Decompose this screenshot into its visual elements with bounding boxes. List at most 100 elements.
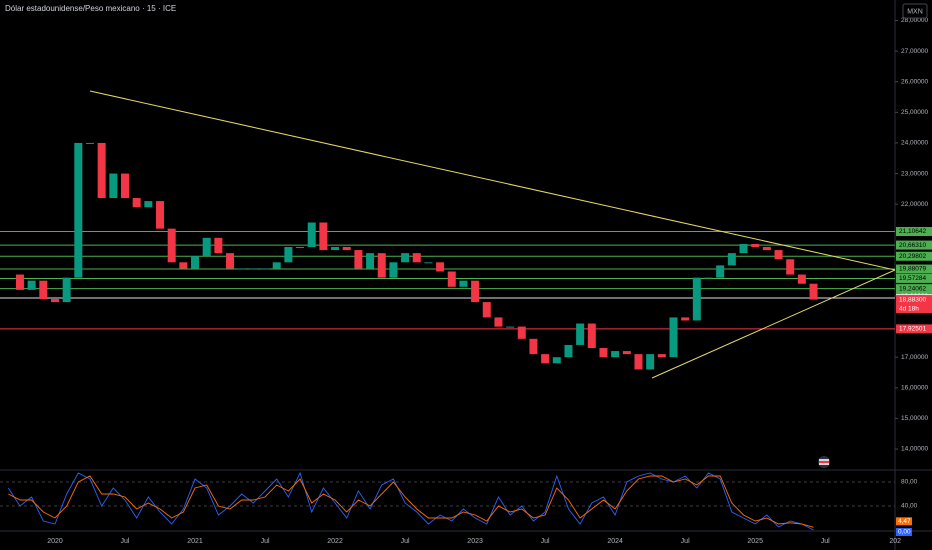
candle-body (284, 247, 293, 263)
last-price-label: 18,88300 (899, 296, 926, 303)
trendline (651, 269, 896, 379)
candle-body (85, 142, 94, 144)
candle-body (692, 277, 701, 321)
level-label-box (896, 251, 932, 261)
candle-body (751, 243, 760, 248)
level-label: 20,29802 (899, 253, 926, 260)
last-price-box (896, 295, 932, 314)
candle-body (611, 351, 620, 358)
candle-body (716, 265, 725, 278)
level-label: 19,88079 (899, 266, 926, 273)
candle-body (786, 259, 795, 275)
candle-body (319, 222, 328, 251)
levels (0, 231, 895, 330)
candle-body (599, 348, 608, 358)
candle-body (471, 280, 480, 303)
currency[interactable]: MXN (907, 8, 923, 15)
candle-body (739, 243, 748, 254)
level-label: 20,66310 (899, 242, 926, 249)
candle-body (424, 262, 433, 264)
candle-body (762, 247, 771, 251)
osc-last-label: 4,47 (898, 518, 911, 525)
candle-body (342, 247, 351, 251)
x-tick-label: Jul (541, 538, 550, 545)
candle-body (144, 201, 153, 208)
level-label-box (896, 324, 932, 334)
candle-body (389, 262, 398, 278)
candle-body (167, 228, 176, 263)
candle-body (436, 262, 445, 272)
candle-body (704, 277, 713, 279)
y-tick-label: 28,00000 (901, 17, 928, 24)
candle-body (494, 317, 503, 327)
candle-body (587, 323, 596, 349)
candle-body (377, 253, 386, 278)
level-label: 19,57284 (899, 275, 926, 282)
candle-body (39, 280, 48, 300)
candle-body (809, 283, 818, 300)
candle-body (366, 253, 375, 269)
x-tick-label: 2021 (187, 538, 203, 545)
y-tick-label: 22,00000 (901, 201, 928, 208)
candle-body (447, 271, 456, 287)
candles (15, 142, 818, 370)
candle-body (50, 299, 59, 303)
candle-body (62, 277, 71, 303)
candle-body (109, 173, 118, 199)
y-tick-label: 17,00000 (901, 354, 928, 361)
candle-body (27, 280, 36, 290)
candle-body (529, 338, 538, 355)
level-label-box (896, 240, 932, 250)
y-tick-label: 14,00000 (901, 446, 928, 453)
candle-body (226, 253, 235, 269)
candle-body (272, 262, 281, 269)
candle-body (74, 142, 83, 278)
candle-body (191, 256, 200, 269)
candle-body (541, 354, 550, 364)
candle-body (657, 354, 666, 358)
x-tick-label: Jul (681, 538, 690, 545)
candle-body (797, 274, 806, 284)
x-tick-label: Jul (821, 538, 830, 545)
oscillator (0, 471, 895, 531)
level-label-box (896, 273, 932, 283)
candle-body (237, 268, 246, 270)
level-label: 17,92501 (899, 326, 926, 333)
candle-body (121, 173, 129, 199)
candle-body (179, 262, 188, 269)
level-label-box (896, 284, 932, 294)
candle-body (681, 317, 690, 321)
candle-body (132, 198, 141, 208)
osc-tick-label: 40,00 (901, 503, 918, 510)
candle-body (634, 354, 643, 370)
labels: 14,0000015,0000016,0000017,0000019,00000… (47, 17, 932, 545)
candle-body (354, 250, 363, 269)
candle-body (202, 237, 211, 257)
candle-body (156, 201, 165, 229)
y-tick-label: 24,00000 (901, 140, 928, 147)
candle-body (307, 222, 316, 248)
x-tick-label: 2025 (747, 538, 763, 545)
currency-box[interactable] (902, 3, 928, 19)
x-tick-label: Jul (261, 538, 270, 545)
osc-tick-label: 80,00 (901, 479, 918, 486)
candle-body (249, 268, 258, 270)
candle-body (214, 237, 223, 254)
osc-last-box (896, 517, 912, 526)
candle-body (552, 357, 561, 364)
candle-body (576, 323, 585, 345)
candle-body (15, 274, 24, 290)
level-label-box (896, 227, 932, 237)
y-tick-label: 25,00000 (901, 109, 928, 116)
level-label: 19,24062 (899, 285, 926, 292)
candle-body (97, 142, 106, 199)
osc-last-label: 0,00 (898, 529, 911, 536)
x-tick-label: 202 (889, 538, 901, 545)
flag-stripe (819, 461, 829, 463)
candle-body (331, 247, 340, 251)
candle-body (459, 280, 468, 287)
level-label-box (896, 264, 932, 274)
y-tick-label: 16,00000 (901, 385, 928, 392)
